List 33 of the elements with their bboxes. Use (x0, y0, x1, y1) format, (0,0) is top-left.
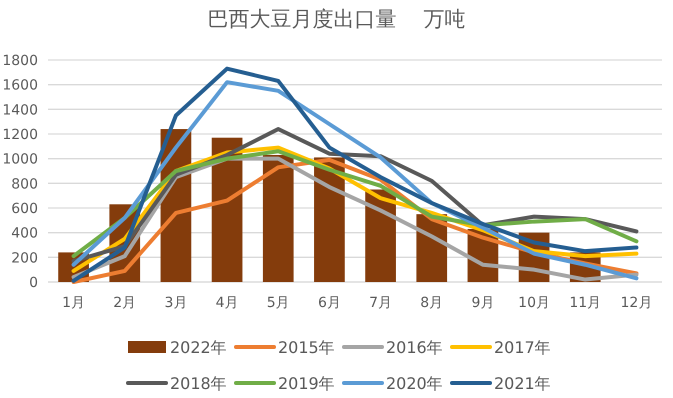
x-tick-label: 4月 (216, 295, 239, 311)
legend-label: 2018年 (170, 374, 227, 393)
x-tick-label: 8月 (420, 295, 444, 311)
y-tick-label: 800 (11, 176, 38, 192)
legend-label: 2020年 (386, 374, 443, 393)
x-tick-label: 1月 (62, 295, 86, 311)
legend-label: 2021年 (494, 374, 551, 393)
chart-title: 巴西大豆月度出口量 万吨 (208, 7, 466, 31)
legend-label: 2019年 (278, 374, 335, 393)
y-tick-label: 1000 (2, 152, 38, 168)
y-tick-label: 1800 (2, 53, 38, 69)
bar (262, 154, 294, 282)
x-tick-label: 3月 (164, 295, 188, 311)
y-tick-label: 0 (29, 275, 38, 291)
y-tick-label: 200 (11, 250, 38, 266)
x-tick-label: 5月 (266, 295, 290, 311)
bar (212, 138, 242, 282)
legend-label: 2015年 (278, 338, 335, 357)
y-tick-label: 1200 (2, 127, 38, 143)
x-tick-label: 12月 (620, 295, 652, 311)
y-tick-label: 600 (11, 201, 38, 217)
legend-label: 2017年 (494, 338, 551, 357)
x-tick-label: 11月 (569, 295, 602, 311)
y-tick-label: 1400 (2, 102, 38, 118)
y-tick-label: 400 (11, 226, 38, 242)
legend-label: 2022年 (170, 338, 227, 357)
x-tick-label: 7月 (369, 295, 392, 311)
y-tick-label: 1600 (2, 78, 38, 94)
x-tick-label: 9月 (471, 295, 494, 311)
legend-label: 2016年 (386, 338, 443, 357)
x-tick-label: 2月 (113, 295, 136, 311)
x-tick-label: 6月 (318, 295, 341, 311)
x-tick-label: 10月 (518, 295, 550, 311)
